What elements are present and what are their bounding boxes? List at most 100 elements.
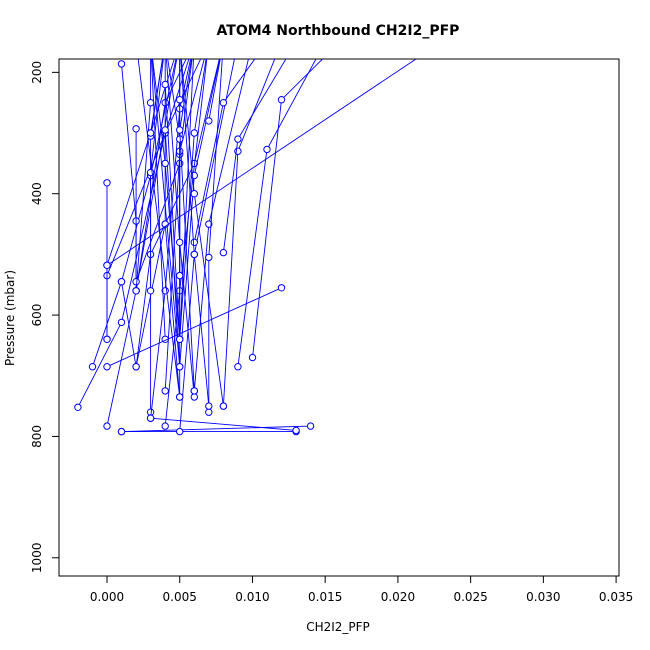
y-tick-label: 600 xyxy=(30,304,44,327)
data-point xyxy=(161,126,169,134)
data-point xyxy=(277,284,286,292)
data-point xyxy=(190,190,199,198)
profile-series xyxy=(234,59,317,371)
data-point xyxy=(219,248,228,257)
data-point xyxy=(292,426,300,435)
data-point xyxy=(117,278,126,286)
profile-series xyxy=(190,59,256,247)
data-point xyxy=(132,125,140,133)
data-point xyxy=(103,335,111,343)
x-tick-label: 0.000 xyxy=(90,590,124,604)
profile-series xyxy=(117,59,169,371)
data-point xyxy=(205,402,213,410)
data-point xyxy=(176,427,184,436)
profile-line xyxy=(121,425,311,433)
y-axis-label: Pressure (mbar) xyxy=(3,270,17,366)
data-point xyxy=(190,393,199,401)
profile-series xyxy=(117,422,315,436)
data-point xyxy=(74,403,82,411)
data-point xyxy=(161,422,169,430)
profile-series xyxy=(205,59,221,125)
profile-line xyxy=(150,59,166,340)
plot-frame xyxy=(58,58,620,577)
data-point xyxy=(190,387,199,395)
y-tick-label: 400 xyxy=(30,182,44,205)
data-point xyxy=(103,363,111,371)
x-tick-label: 0.020 xyxy=(381,590,415,604)
profile-line xyxy=(208,59,221,121)
y-tick-label: 1000 xyxy=(30,543,44,574)
data-point xyxy=(277,96,286,104)
profile-series xyxy=(74,59,202,411)
profile-line xyxy=(150,417,297,431)
x-tick-label: 0.010 xyxy=(235,590,269,604)
data-point xyxy=(146,414,155,422)
data-point xyxy=(176,393,184,401)
y-axis: 200 400 600 800 1000 xyxy=(30,61,59,573)
data-point xyxy=(205,117,213,125)
profile-line xyxy=(222,59,276,407)
profile-series xyxy=(176,59,207,343)
profile-line xyxy=(150,59,192,419)
data-point xyxy=(161,80,169,89)
data-point xyxy=(190,250,199,259)
profile-series xyxy=(132,59,155,295)
data-point xyxy=(190,129,199,137)
data-point xyxy=(132,287,140,295)
data-point xyxy=(117,318,126,327)
data-point xyxy=(161,159,169,168)
data-point xyxy=(234,363,242,371)
data-point xyxy=(132,278,140,286)
data-point xyxy=(132,363,140,371)
y-tick-label: 200 xyxy=(30,61,44,84)
profile-series xyxy=(146,414,300,435)
data-point xyxy=(176,271,184,280)
data-point xyxy=(234,135,242,143)
data-point xyxy=(146,287,155,295)
x-tick-label: 0.035 xyxy=(599,590,633,604)
chart-title: ATOM4 Northbound CH2I2_PFP xyxy=(217,23,460,39)
x-tick-label: 0.025 xyxy=(453,590,487,604)
data-point xyxy=(161,387,169,395)
profile-line xyxy=(106,287,282,368)
data-point xyxy=(176,126,184,134)
data-point xyxy=(176,335,184,343)
profile-series xyxy=(180,59,213,410)
data-point xyxy=(263,145,271,154)
data-point xyxy=(205,220,213,228)
profile-line xyxy=(252,59,324,358)
data-point xyxy=(176,238,184,247)
data-point xyxy=(306,422,315,430)
profile-series xyxy=(103,179,111,343)
profile-line xyxy=(150,59,163,134)
data-point xyxy=(190,238,199,247)
series-layer xyxy=(74,59,417,436)
profile-line xyxy=(237,59,317,367)
profile-line xyxy=(106,59,417,266)
profile-series xyxy=(103,59,417,269)
profile-series xyxy=(205,59,223,416)
x-tick-label: 0.015 xyxy=(308,590,342,604)
data-point xyxy=(103,179,111,187)
data-point xyxy=(146,99,155,107)
data-point xyxy=(146,129,155,137)
profile-series xyxy=(146,59,163,137)
data-point xyxy=(117,60,126,68)
data-point xyxy=(205,408,213,416)
data-point xyxy=(117,427,126,436)
data-point xyxy=(219,402,228,410)
data-point xyxy=(248,353,257,362)
x-tick-label: 0.030 xyxy=(526,590,560,604)
x-tick-label: 0.005 xyxy=(163,590,197,604)
profile-series xyxy=(165,59,199,401)
x-axis-label: CH2I2_PFP xyxy=(306,620,370,634)
profile-series xyxy=(167,59,184,280)
profile-line xyxy=(179,59,205,397)
data-point xyxy=(103,422,111,430)
profile-series xyxy=(190,59,249,395)
data-point xyxy=(176,363,184,371)
data-point xyxy=(219,99,228,107)
data-point xyxy=(176,96,184,104)
profile-series xyxy=(248,59,324,362)
